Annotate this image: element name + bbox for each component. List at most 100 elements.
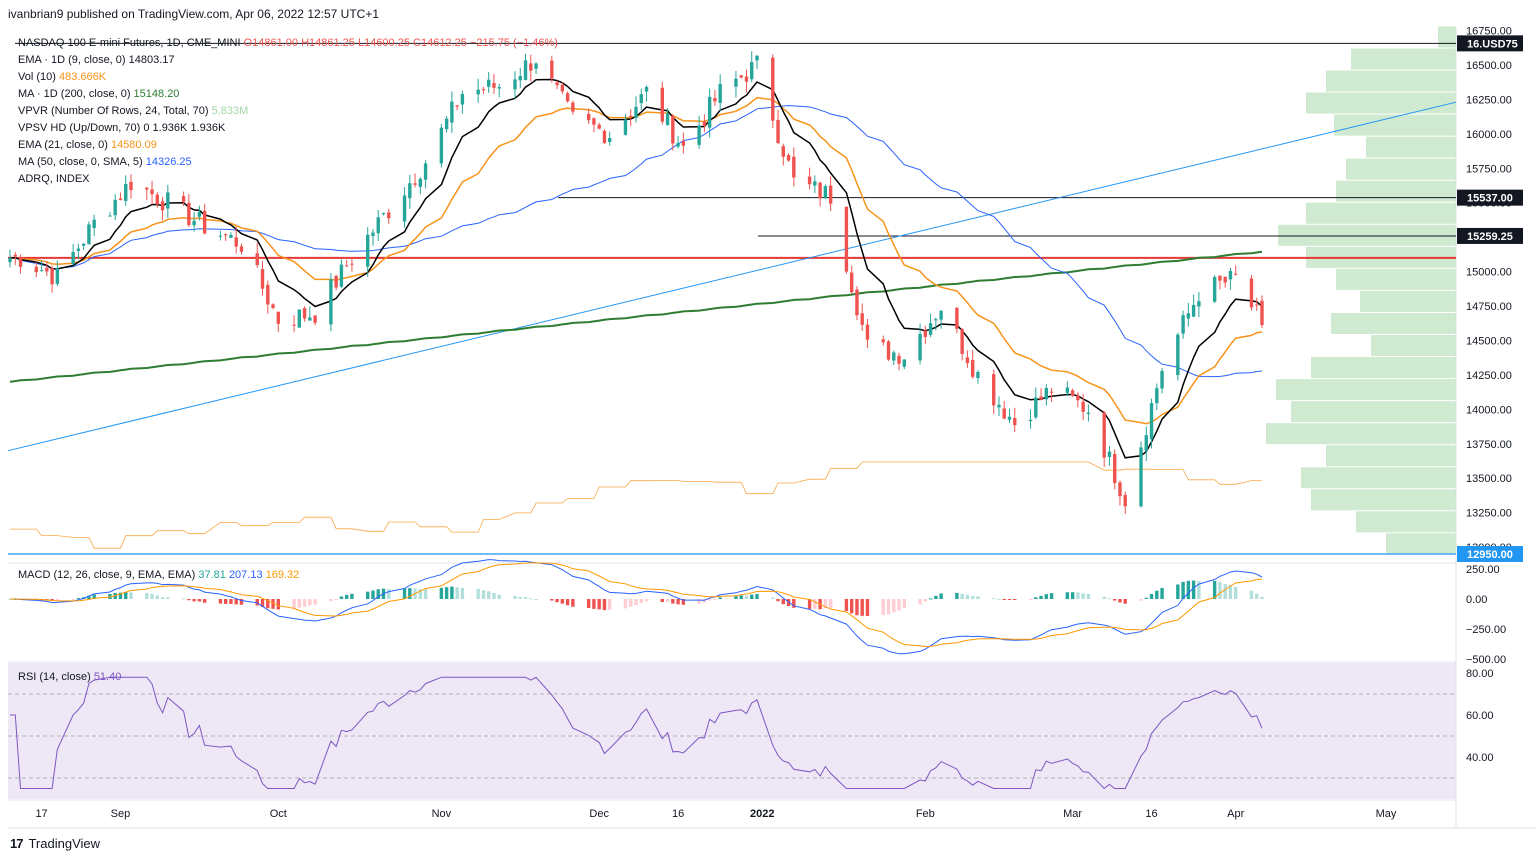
candle-body [865, 324, 870, 340]
macd-tick-label: −250.00 [1466, 624, 1506, 636]
macd-histogram-bar [87, 595, 91, 599]
price-tick-label: 15750.00 [1466, 163, 1512, 175]
rsi-line [10, 676, 1263, 790]
macd-histogram-bar [849, 599, 854, 614]
macd-histogram-bar [1044, 594, 1049, 599]
candle-body [892, 352, 896, 361]
macd-histogram-bar [266, 599, 270, 609]
macd-histogram-bar [518, 596, 522, 599]
candle-body [1149, 403, 1154, 440]
candle-body [886, 341, 891, 360]
vp-row [1351, 48, 1456, 70]
ma50-line [9, 105, 1263, 378]
candle-body [260, 269, 265, 289]
candle-body [571, 102, 575, 112]
candle-body [124, 183, 128, 201]
macd-histogram-bar [1102, 596, 1106, 599]
candle-body [308, 317, 312, 321]
macd-histogram-bar [1086, 593, 1091, 599]
candle-body [792, 156, 796, 178]
macd-histogram-bar [555, 599, 559, 603]
time-tick-label: May [1376, 808, 1397, 820]
candle-body [676, 143, 680, 147]
candle-body [828, 185, 833, 204]
macd-histogram-bar [923, 599, 928, 602]
candle-body [1233, 273, 1238, 275]
candle-body [592, 118, 596, 125]
macd-histogram-bar [513, 595, 517, 599]
macd-histogram-bar [71, 599, 75, 600]
candle-body [413, 183, 417, 185]
macd-histogram-bar [813, 599, 817, 609]
macd-histogram-bar [1212, 580, 1217, 599]
macd-histogram-bar [713, 599, 717, 600]
macd-histogram-bar [744, 595, 749, 599]
candle-body [1039, 396, 1043, 400]
candle-body [713, 98, 717, 102]
macd-histogram-bar [371, 590, 375, 599]
macd-histogram-bar [223, 599, 228, 604]
macd-histogram-bar [823, 599, 828, 609]
candle-body [408, 183, 412, 199]
volume-profile [1266, 26, 1456, 555]
macd-tick-label: 250.00 [1466, 564, 1500, 576]
macd-histogram-bar [597, 599, 601, 610]
candle-body [313, 315, 317, 323]
candle-body [844, 206, 849, 272]
candle-body [276, 311, 280, 324]
candle-body [718, 83, 722, 103]
macd-histogram-bar [571, 599, 575, 607]
candle-body [292, 324, 296, 326]
candle-body [849, 272, 854, 293]
legend-row: NASDAQ 100 E-mini Futures, 1D, CME_MINI … [18, 37, 558, 49]
macd-histogram-bar [639, 599, 643, 604]
candle-body [744, 76, 749, 82]
candle-body [1123, 494, 1127, 507]
candle-body [76, 248, 81, 251]
candle-body [997, 404, 1001, 408]
candle-body [976, 372, 980, 379]
candle-body [534, 63, 538, 69]
indicator-legend: NASDAQ 100 E-mini Futures, 1D, CME_MINI … [18, 37, 558, 683]
legend-value: 15148.20 [134, 88, 180, 100]
macd-histogram-bar [1034, 597, 1038, 599]
macd-histogram-bar [681, 599, 686, 605]
candle-body [586, 113, 591, 121]
candle-body [366, 234, 370, 267]
macd-histogram-bar [124, 591, 128, 599]
candle-body [476, 89, 480, 95]
rsi-band [8, 663, 1456, 799]
candle-body [197, 212, 202, 217]
macd-histogram-bar [376, 589, 380, 599]
macd-histogram-bar [76, 598, 81, 600]
legend-value: 483.666K [59, 71, 107, 83]
macd-histogram-bar [423, 589, 428, 599]
macd-tick-label: 0.00 [1466, 594, 1487, 606]
candle-body [665, 113, 670, 126]
candle-body [402, 195, 407, 222]
macd-histogram-bar [1160, 587, 1164, 599]
ma200-line [9, 250, 1263, 383]
price-tag-label: 15259.25 [1467, 231, 1513, 243]
candle-body [550, 60, 554, 79]
candle-body [881, 339, 885, 343]
candle-body [166, 192, 170, 209]
candle-body [939, 310, 943, 320]
candle-body [1070, 390, 1075, 396]
macd-histogram-bar [1123, 599, 1127, 604]
macd-histogram-bar [676, 599, 680, 605]
candle-body [897, 355, 901, 364]
macd-histogram-bar [1155, 590, 1159, 599]
macd-histogram-bar [1028, 599, 1033, 600]
candle-body [755, 55, 759, 61]
candle-body [381, 212, 386, 215]
macd-histogram-bar [934, 595, 938, 599]
legend-row: EMA (21, close, 0) 14580.09 [18, 139, 157, 151]
macd-histogram-bar [1181, 581, 1185, 599]
macd-histogram-bar [276, 599, 280, 610]
macd-histogram-bar [750, 594, 754, 599]
macd-histogram-bar [297, 599, 302, 608]
candle-body [1186, 313, 1191, 319]
legend-value: O14861.00 [244, 37, 302, 49]
